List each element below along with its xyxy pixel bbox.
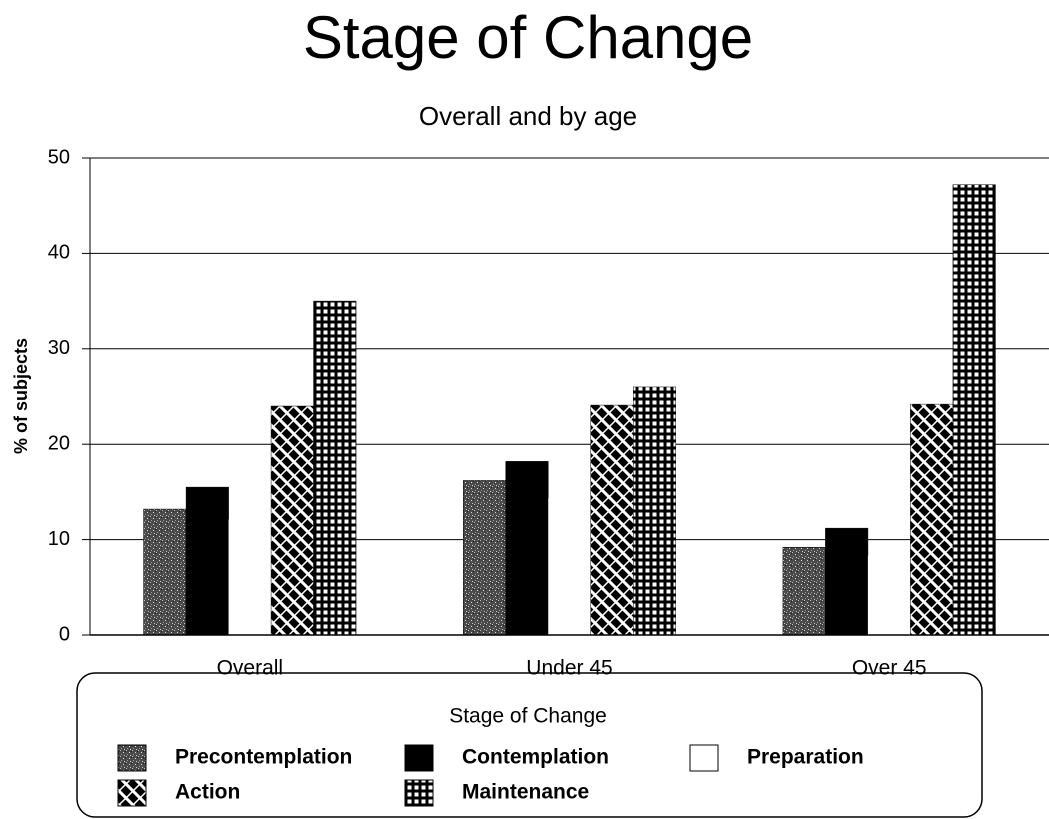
bar (633, 386, 676, 636)
legend-label: Precontemplation (175, 746, 352, 769)
x-tick-label: Over 45 (852, 657, 927, 680)
bar (548, 498, 591, 635)
x-tick-label: Overall (217, 657, 284, 680)
y-tick-label: 30 (48, 337, 70, 359)
legend-title: Stage of Change (449, 705, 607, 728)
bar (143, 508, 187, 636)
chart-subtitle: Overall and by age (419, 101, 637, 131)
legend-swatch (404, 744, 434, 772)
bar (463, 480, 506, 636)
legend-label: Contemplation (462, 746, 609, 769)
bar (825, 527, 869, 636)
legend-swatch (117, 744, 147, 772)
y-tick-label: 0 (59, 623, 70, 645)
legend-label: Maintenance (462, 781, 589, 804)
legend-swatch (117, 779, 147, 807)
bar (270, 405, 314, 636)
bar (952, 184, 996, 636)
bar (590, 404, 634, 636)
x-tick-label: Under 45 (526, 657, 612, 680)
bar (185, 486, 229, 636)
chart-title: Stage of Change (303, 4, 753, 71)
y-axis-label: % of subjects (11, 338, 31, 454)
bar (782, 546, 826, 636)
y-tick-label: 50 (48, 146, 70, 168)
bar (228, 519, 272, 635)
y-tick-label: 40 (48, 242, 70, 264)
bar (867, 555, 911, 635)
bar (313, 300, 357, 636)
legend-label: Preparation (747, 746, 864, 769)
y-tick-label: 10 (48, 528, 70, 550)
y-tick-label: 20 (48, 432, 70, 454)
legend-box (76, 672, 983, 818)
legend-swatch (689, 744, 719, 772)
bar (910, 403, 954, 636)
legend-label: Action (175, 781, 240, 804)
legend-swatch (404, 779, 434, 807)
bar (505, 461, 549, 636)
